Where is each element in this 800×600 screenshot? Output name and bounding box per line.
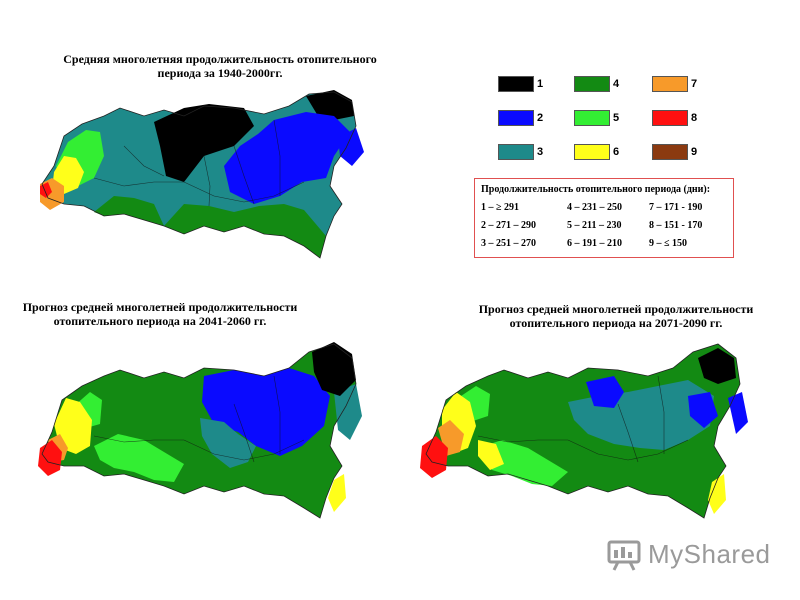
legend-range-5: 5 – 211 – 230 [567,220,622,231]
map2-title: Прогноз средней многолетней продолжитель… [10,300,310,328]
legend-swatch-3 [498,144,534,160]
legend-range-3: 3 – 251 – 270 [481,238,536,249]
legend-swatch-6 [574,144,610,160]
legend-swatch-9 [652,144,688,160]
legend-swatch-8 [652,110,688,126]
legend-num-5: 5 [613,112,620,124]
legend-num-6: 6 [613,146,620,158]
legend-title: Продолжительность отопительного периода … [481,184,711,195]
legend-swatch-1 [498,76,534,92]
legend-num-1: 1 [537,78,544,90]
legend-num-7: 7 [691,78,698,90]
legend-ranges-box: Продолжительность отопительного периода … [474,178,734,258]
map3-title-line2: отопительного периода на 2071-2090 гг. [509,316,723,330]
legend-range-6: 6 – 191 – 210 [567,238,622,249]
map1-title: Средняя многолетняя продолжительность от… [50,52,390,80]
legend-range-7: 7 – 171 - 190 [649,202,703,213]
legend-swatch-2 [498,110,534,126]
map3-title: Прогноз средней многолетней продолжитель… [466,302,766,330]
presentation-board-icon [607,540,641,571]
map-2071-2090 [420,343,748,519]
map2-title-line1: Прогноз средней многолетней продолжитель… [22,300,298,314]
legend-range-8: 8 – 151 - 170 [649,220,703,231]
legend-swatch-4 [574,76,610,92]
map3-title-line1: Прогноз средней многолетней продолжитель… [478,302,754,316]
legend-range-9: 9 – ≤ 150 [649,238,687,249]
legend-range-2: 2 – 271 – 290 [481,220,536,231]
legend-num-8: 8 [691,112,698,124]
watermark: MyShared [606,534,771,574]
legend-num-9: 9 [691,146,698,158]
legend-num-4: 4 [613,78,620,90]
legend-range-1: 1 – ≥ 291 [481,202,519,213]
legend-swatches: 1 2 3 4 5 6 7 8 9 [498,76,718,164]
watermark-text: MyShared [648,538,771,569]
legend-range-4: 4 – 231 – 250 [567,202,622,213]
legend-swatch-5 [574,110,610,126]
legend-swatch-7 [652,76,688,92]
legend-num-2: 2 [537,112,544,124]
map-2041-2060 [38,342,362,519]
map-1940-2000 [40,90,364,259]
legend-num-3: 3 [537,146,544,158]
map1-title-line1: Средняя многолетняя продолжительность от… [63,52,377,66]
map2-title-line2: отопительного периода на 2041-2060 гг. [53,314,267,328]
map1-title-line2: периода за 1940-2000гг. [157,66,283,80]
